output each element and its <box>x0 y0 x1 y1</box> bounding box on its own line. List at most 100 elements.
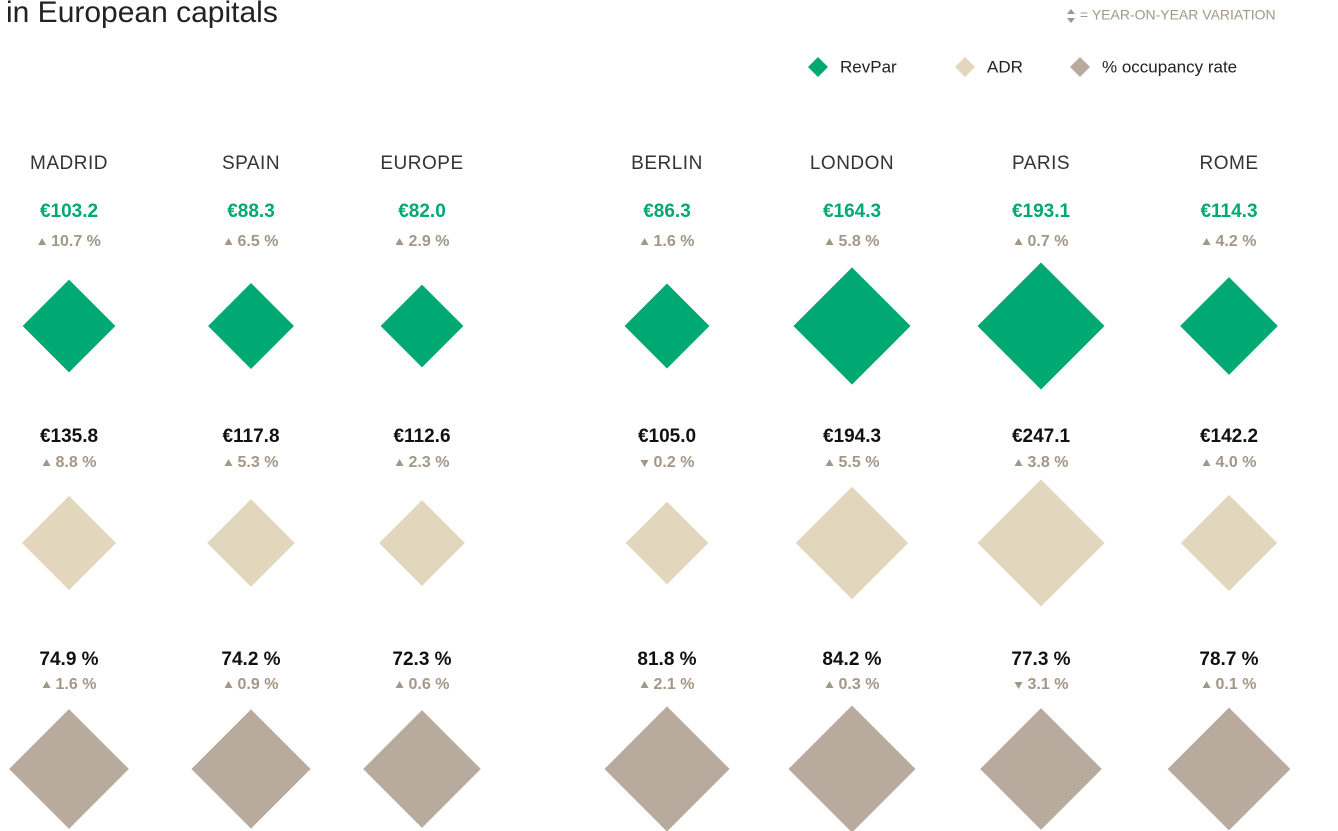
category-label: LONDON <box>810 153 894 174</box>
value-label: €86.3 <box>643 201 691 222</box>
value-label: €193.1 <box>1012 201 1071 222</box>
change-label: 3.1 % <box>1028 676 1069 693</box>
change-label: 0.6 % <box>409 676 450 693</box>
change-arrow <box>825 238 834 245</box>
change-label: 1.6 % <box>56 676 97 693</box>
chart-title: in European capitals <box>6 0 278 29</box>
change-arrow <box>38 238 47 245</box>
value-label: €135.8 <box>40 426 98 447</box>
value-label: €88.3 <box>227 201 275 222</box>
diamond <box>21 495 117 591</box>
change-arrow <box>825 459 834 466</box>
diamond <box>379 500 465 586</box>
diamond <box>977 479 1105 607</box>
category-label: MADRID <box>30 153 108 174</box>
change-arrow <box>42 681 51 688</box>
value-label: 77.3 % <box>1011 649 1070 670</box>
change-label: 1.6 % <box>654 233 695 250</box>
change-arrow <box>224 459 233 466</box>
change-arrow <box>1202 238 1211 245</box>
value-label: €164.3 <box>823 201 881 222</box>
variation-icon <box>1067 9 1075 23</box>
change-label: 0.3 % <box>839 676 880 693</box>
diamond <box>625 501 709 585</box>
diamond <box>191 709 311 829</box>
change-arrow <box>395 681 404 688</box>
value-label: 84.2 % <box>822 649 881 670</box>
change-label: 5.5 % <box>839 454 880 471</box>
diamond <box>977 262 1105 390</box>
legend-swatch <box>808 57 828 77</box>
change-label: 10.7 % <box>51 233 101 250</box>
change-arrow <box>825 681 834 688</box>
change-label: 2.3 % <box>409 454 450 471</box>
change-arrow <box>1202 459 1211 466</box>
change-label: 0.2 % <box>654 454 695 471</box>
change-label: 4.0 % <box>1216 454 1257 471</box>
diamond <box>1180 277 1278 375</box>
value-label: 72.3 % <box>392 649 451 670</box>
change-arrow <box>640 238 649 245</box>
diamond <box>604 706 730 831</box>
change-arrow <box>224 681 233 688</box>
change-arrow <box>1014 238 1023 245</box>
value-label: 78.7 % <box>1199 649 1258 670</box>
value-label: €112.6 <box>393 426 450 447</box>
legend-label: ADR <box>987 57 1023 76</box>
diamond <box>1180 494 1278 592</box>
change-label: 5.3 % <box>238 454 279 471</box>
change-label: 8.8 % <box>56 454 97 471</box>
diamond <box>980 708 1102 830</box>
value-label: €247.1 <box>1012 426 1071 447</box>
change-arrow <box>1014 682 1023 689</box>
change-label: 0.7 % <box>1028 233 1069 250</box>
diamond <box>380 284 464 368</box>
change-label: 4.2 % <box>1216 233 1257 250</box>
value-label: €194.3 <box>823 426 881 447</box>
variation-note: = YEAR-ON-YEAR VARIATION <box>1080 7 1276 23</box>
legend-swatch <box>955 57 975 77</box>
change-label: 6.5 % <box>238 233 279 250</box>
value-label: €114.3 <box>1200 201 1257 222</box>
value-label: €103.2 <box>40 201 98 222</box>
legend-label: % occupancy rate <box>1102 57 1237 76</box>
change-arrow <box>395 238 404 245</box>
legend-swatch <box>1070 57 1090 77</box>
change-arrow <box>395 459 404 466</box>
diamond <box>207 499 295 587</box>
change-label: 0.9 % <box>238 676 279 693</box>
legend-label: RevPar <box>840 57 897 76</box>
change-arrow <box>1014 459 1023 466</box>
category-label: EUROPE <box>380 153 463 174</box>
change-label: 2.9 % <box>409 233 450 250</box>
diamond <box>1167 707 1291 831</box>
change-label: 3.8 % <box>1028 454 1069 471</box>
change-arrow <box>640 681 649 688</box>
category-label: SPAIN <box>222 153 280 174</box>
change-arrow <box>640 460 649 467</box>
diamond <box>795 486 909 600</box>
change-label: 5.8 % <box>839 233 880 250</box>
diamond <box>208 283 294 369</box>
diamond <box>624 283 710 369</box>
diamond <box>788 705 916 831</box>
change-label: 0.1 % <box>1216 676 1257 693</box>
value-label: €117.8 <box>222 426 279 447</box>
category-label: BERLIN <box>631 153 703 174</box>
category-label: PARIS <box>1012 153 1070 174</box>
change-arrow <box>42 459 51 466</box>
value-label: 74.9 % <box>39 649 98 670</box>
diamond <box>793 267 911 385</box>
value-label: €142.2 <box>1200 426 1258 447</box>
value-label: 81.8 % <box>637 649 696 670</box>
diamond <box>9 709 129 829</box>
diamond <box>363 710 481 828</box>
change-arrow <box>224 238 233 245</box>
change-arrow <box>1202 681 1211 688</box>
diamond <box>22 279 116 373</box>
value-label: 74.2 % <box>221 649 280 670</box>
value-label: €105.0 <box>638 426 696 447</box>
value-label: €82.0 <box>398 201 446 222</box>
